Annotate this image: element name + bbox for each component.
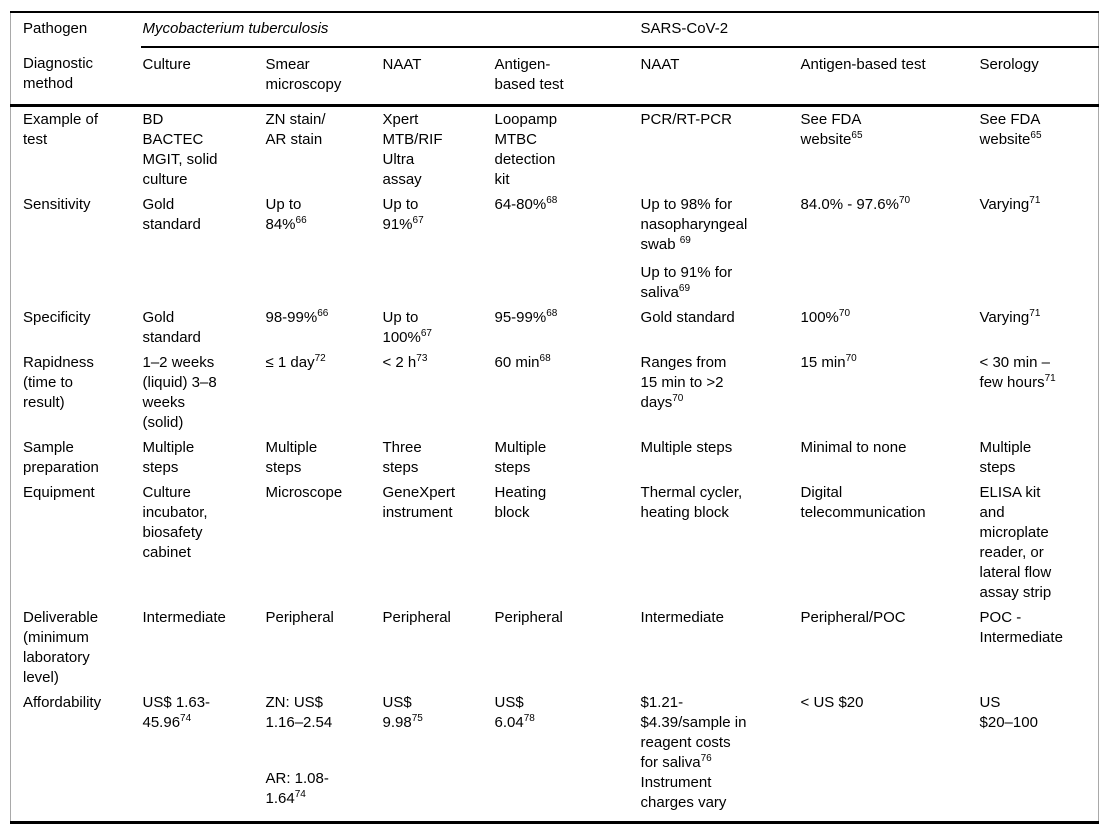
cell-affordability-antigen-test-sars: < US $20: [800, 694, 864, 711]
column-header-serology: Serology: [977, 47, 1099, 107]
cell-example-serology: See FDA website65: [979, 111, 1042, 148]
row-deliverable: Deliverable (minimum laboratory level) Inte…: [11, 605, 1099, 690]
column-header-antigen-test-sars: Antigen-based test: [798, 47, 978, 107]
cell-equipment-naat-mtb: GeneXpert instrument: [382, 484, 456, 521]
cell-sensitivity-antigen-test-mtb: 64-80%68: [494, 195, 558, 214]
row-label-example-of-test: Example of test: [23, 111, 99, 148]
method-header-label: Diagnostic method: [10, 47, 141, 107]
cell-example-naat-mtb: Xpert MTB/RIF Ultra assay: [382, 111, 443, 188]
cell-specificity-serology: Varying71: [979, 308, 1041, 327]
cell-example-smear-microscopy: ZN stain/AR stain: [265, 111, 326, 148]
diagnostics-comparison-table: Pathogen Mycobacterium tuberculosis SARS…: [10, 11, 1100, 824]
cell-rapidness-antigen-test-mtb: 60 min68: [494, 353, 551, 372]
cell-rapidness-naat-sars: Ranges from 15 min to >2 days70: [640, 354, 727, 411]
method-header-row: Diagnostic method Culture Smear microscopy…: [10, 47, 1099, 107]
cell-deliverable-antigen-test-mtb: Peripheral: [494, 609, 563, 626]
cell-equipment-serology: ELISA kit and microplate reader, or lateral …: [979, 484, 1052, 601]
cell-specificity-naat-mtb: Up to 100%67: [382, 309, 433, 346]
cell-specificity-antigen-test-mtb: 95-99%68: [494, 308, 558, 327]
row-specificity: Specificity Gold standard 98-99%66 Up to 1…: [11, 305, 1099, 350]
pathogen-header-label: Pathogen: [23, 20, 88, 37]
row-rapidness: Rapidness (time to result) 1–2 weeks (liqui…: [11, 350, 1099, 435]
cell-equipment-naat-sars: Thermal cycler, heating block: [640, 484, 743, 521]
pathogen-group-sars: SARS-CoV-2: [638, 12, 1099, 48]
cell-sensitivity-culture: Gold standard: [142, 196, 201, 233]
row-equipment: Equipment Culture incubator, biosafety cabi…: [11, 480, 1099, 605]
cell-sample-prep-antigen-test-mtb: Multiple steps: [494, 439, 547, 476]
cell-affordability-smear-microscopy: ZN: US$ 1.16–2.54 AR: 1.08- 1.6474: [265, 694, 333, 807]
cell-equipment-culture: Culture incubator, biosafety cabinet: [142, 484, 208, 561]
cell-affordability-naat-mtb: US$ 9.9875: [382, 694, 423, 731]
cell-sensitivity-naat-mtb: Up to 91%67: [382, 196, 424, 233]
cell-affordability-serology: US $20–100: [979, 694, 1038, 731]
cell-sensitivity-serology: Varying71: [979, 195, 1041, 214]
cell-example-naat-sars: PCR/RT-PCR: [640, 111, 732, 128]
column-header-naat-sars: NAAT: [638, 47, 799, 107]
row-sample-preparation: Sample preparation Multiple steps Multiple…: [11, 435, 1099, 480]
cell-affordability-antigen-test-mtb: US$ 6.0478: [494, 694, 535, 731]
cell-sample-prep-culture: Multiple steps: [142, 439, 195, 476]
cell-rapidness-naat-mtb: < 2 h73: [382, 353, 428, 372]
cell-sensitivity-antigen-test-sars: 84.0% - 97.6%70: [800, 195, 911, 214]
cell-specificity-naat-sars: Gold standard: [640, 309, 735, 326]
cell-deliverable-naat-sars: Intermediate: [640, 609, 724, 626]
cell-deliverable-serology: POC - Intermediate: [979, 609, 1063, 646]
cell-example-culture: BD BACTEC MGIT, solid culture: [142, 111, 218, 188]
cell-sample-prep-serology: Multiple steps: [979, 439, 1032, 476]
cell-specificity-culture: Gold standard: [142, 309, 201, 346]
cell-example-antigen-test-mtb: Loopamp MTBC detection kit: [494, 111, 558, 188]
row-label-affordability: Affordability: [23, 694, 102, 711]
cell-example-antigen-test-sars: See FDA website65: [800, 111, 863, 148]
row-label-deliverable: Deliverable (minimum laboratory level): [23, 609, 99, 686]
cell-rapidness-serology: < 30 min – few hours71: [979, 354, 1056, 391]
cell-affordability-naat-sars: $1.21- $4.39/sample in reagent costs for sa…: [640, 694, 747, 811]
cell-sample-prep-naat-mtb: Three steps: [382, 439, 422, 476]
cell-equipment-smear-microscopy: Microscope: [265, 484, 343, 501]
cell-sample-prep-antigen-test-sars: Minimal to none: [800, 439, 907, 456]
cell-specificity-antigen-test-sars: 100%70: [800, 308, 851, 327]
row-label-sensitivity: Sensitivity: [23, 196, 91, 213]
cell-deliverable-culture: Intermediate: [142, 609, 226, 626]
cell-sample-prep-naat-sars: Multiple steps: [640, 439, 733, 456]
row-label-equipment: Equipment: [23, 484, 95, 501]
row-sensitivity: Sensitivity Gold standard Up to 84%66 Up t…: [11, 192, 1099, 305]
column-header-culture: Culture: [140, 47, 264, 107]
cell-specificity-smear-microscopy: 98-99%66: [265, 308, 329, 327]
cell-sample-prep-smear-microscopy: Multiple steps: [265, 439, 318, 476]
cell-rapidness-antigen-test-sars: 15 min70: [800, 353, 857, 372]
cell-deliverable-naat-mtb: Peripheral: [382, 609, 451, 626]
row-example-of-test: Example of test BD BACTEC MGIT, solid cultur…: [11, 106, 1099, 193]
cell-affordability-culture: US$ 1.63- 45.9674: [142, 694, 211, 731]
cell-deliverable-smear-microscopy: Peripheral: [265, 609, 334, 626]
row-label-sample-preparation: Sample preparation: [23, 439, 99, 476]
row-affordability: Affordability US$ 1.63- 45.9674 ZN: US$ 1.…: [11, 690, 1099, 823]
cell-sensitivity-smear-microscopy: Up to 84%66: [265, 196, 307, 233]
cell-rapidness-smear-microscopy: ≤ 1 day72: [265, 353, 326, 372]
cell-sensitivity-naat-sars: Up to 98% for nasopharyngeal swab 69 Up to …: [640, 196, 748, 301]
column-header-naat-mtb: NAAT: [380, 47, 493, 107]
cell-equipment-antigen-test-sars: Digital telecommunication: [800, 484, 926, 521]
column-header-smear-microscopy: Smear microscopy: [263, 47, 381, 107]
row-label-specificity: Specificity: [23, 309, 91, 326]
pathogen-header-row: Pathogen Mycobacterium tuberculosis SARS…: [11, 12, 1099, 48]
cell-equipment-antigen-test-mtb: Heating block: [494, 484, 547, 521]
cell-rapidness-culture: 1–2 weeks (liquid) 3–8 weeks (solid): [142, 354, 217, 431]
cell-deliverable-antigen-test-sars: Peripheral/POC: [800, 609, 906, 626]
column-header-antigen-test-mtb: Antigen-based test: [492, 47, 639, 107]
row-label-rapidness: Rapidness (time to result): [23, 354, 94, 411]
pathogen-group-mtb: Mycobacterium tuberculosis: [140, 12, 639, 48]
